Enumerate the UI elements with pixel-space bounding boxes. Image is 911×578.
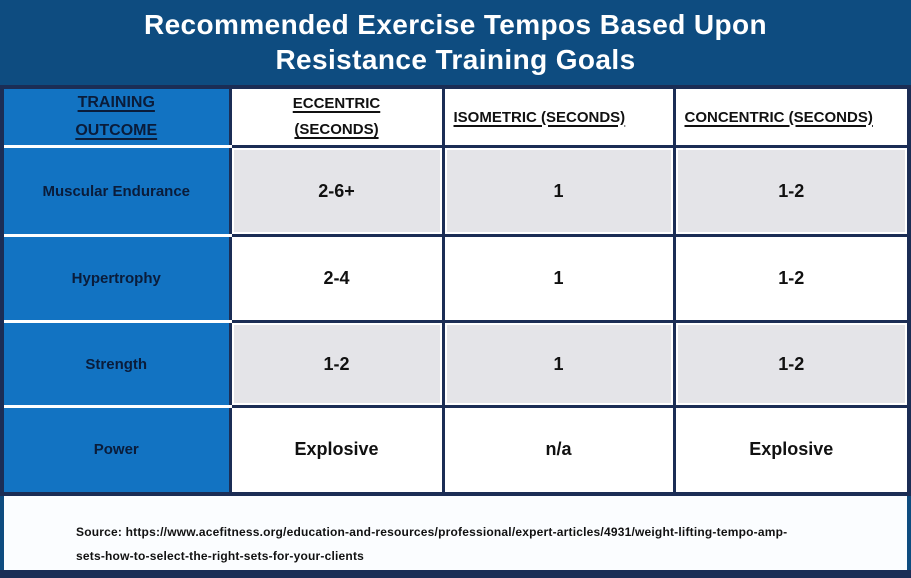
- row-label-hypertrophy: Hypertrophy: [0, 234, 232, 323]
- cell-muscular-endurance-isometric: 1: [441, 145, 676, 237]
- footer: Source: https://www.acefitness.org/educa…: [4, 495, 907, 570]
- header-training-outcome: TRAINING OUTCOME: [0, 85, 232, 148]
- cell-strength-eccentric: 1-2: [228, 320, 445, 408]
- cell-strength-concentric: 1-2: [672, 320, 911, 408]
- table-row-power: Power Explosive n/a Explosive: [0, 405, 911, 495]
- title-line-2: Resistance Training Goals: [275, 44, 636, 75]
- header-concentric: CONCENTRIC (SECONDS): [672, 85, 911, 148]
- header-training-outcome-line2: OUTCOME: [75, 122, 158, 139]
- cell-strength-isometric: 1: [441, 320, 676, 408]
- cell-muscular-endurance-eccentric: 2-6+: [228, 145, 445, 237]
- cell-power-concentric: Explosive: [672, 405, 911, 495]
- header-eccentric: ECCENTRIC (SECONDS): [228, 85, 445, 148]
- source-text: Source: https://www.acefitness.org/educa…: [76, 524, 788, 563]
- cell-hypertrophy-eccentric: 2-4: [228, 234, 445, 323]
- table-row-hypertrophy: Hypertrophy 2-4 1 1-2: [0, 234, 911, 323]
- table-row-strength: Strength 1-2 1 1-2: [0, 320, 911, 408]
- cell-power-isometric: n/a: [441, 405, 676, 495]
- header-concentric-label: CONCENTRIC (SECONDS): [684, 108, 873, 126]
- table-row-muscular-endurance: Muscular Endurance 2-6+ 1 1-2: [0, 145, 911, 237]
- header-eccentric-line2: (SECONDS): [294, 121, 379, 138]
- cell-hypertrophy-concentric: 1-2: [672, 234, 911, 323]
- header-row: TRAINING OUTCOME ECCENTRIC (SECONDS) ISO…: [0, 85, 911, 148]
- title-block: Recommended Exercise Tempos Based Upon R…: [0, 0, 911, 85]
- header-isometric: ISOMETRIC (SECONDS): [441, 85, 676, 148]
- row-label-power: Power: [0, 405, 232, 495]
- header-eccentric-line1: ECCENTRIC: [292, 95, 381, 112]
- cell-muscular-endurance-concentric: 1-2: [672, 145, 911, 237]
- header-training-outcome-line1: TRAINING: [77, 94, 155, 111]
- cell-power-eccentric: Explosive: [228, 405, 445, 495]
- tempo-table: TRAINING OUTCOME ECCENTRIC (SECONDS) ISO…: [0, 85, 911, 496]
- header-isometric-label: ISOMETRIC (SECONDS): [453, 108, 626, 126]
- row-label-strength: Strength: [0, 320, 232, 408]
- title-line-1: Recommended Exercise Tempos Based Upon: [143, 9, 768, 40]
- bottom-border-bar: [0, 570, 911, 578]
- cell-hypertrophy-isometric: 1: [441, 234, 676, 323]
- row-label-muscular-endurance: Muscular Endurance: [0, 145, 232, 237]
